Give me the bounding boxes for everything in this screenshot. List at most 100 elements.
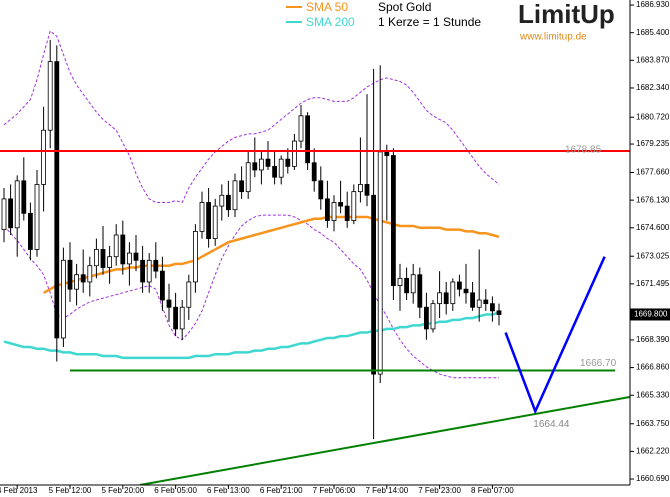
x-tick-label: 5 Feb 12:00 — [49, 486, 92, 495]
candle-body — [87, 265, 93, 283]
candle-body — [417, 274, 423, 308]
last-price-box — [630, 308, 670, 321]
candle-body — [41, 129, 46, 185]
y-tick-label: 1682.340 — [636, 83, 670, 92]
candle-body — [397, 277, 403, 286]
candle-body — [357, 184, 363, 193]
legend-label: SMA 50 — [306, 0, 348, 14]
candle-body — [410, 274, 416, 294]
candle-body — [291, 140, 297, 167]
candle-body — [192, 230, 198, 283]
candle-body — [245, 162, 251, 193]
y-tick-label: 1685.400 — [636, 28, 670, 37]
resistance-label: 1678.85 — [565, 145, 602, 156]
candle-body — [324, 198, 330, 221]
y-tick-label: 1666.860 — [636, 363, 670, 372]
candle-body — [272, 165, 278, 178]
candle-body — [113, 234, 119, 258]
candle-body — [54, 61, 60, 339]
candle-body — [450, 281, 456, 305]
candle-body — [67, 259, 73, 290]
y-tick-label: 1676.130 — [636, 195, 670, 204]
y-tick-label: 1686.930 — [636, 0, 670, 9]
candle-body — [27, 212, 33, 250]
y-tick-label: 1662.220 — [636, 447, 670, 456]
y-tick-label: 1665.330 — [636, 390, 670, 399]
candle-body — [219, 194, 225, 207]
sma-line — [42, 215, 500, 294]
y-tick-label: 1683.870 — [636, 55, 670, 64]
candle-body — [94, 249, 99, 267]
x-tick-label: 6 Feb 13:00 — [207, 486, 250, 495]
candle-body — [351, 191, 357, 221]
y-tick-label: 1671.495 — [636, 279, 670, 288]
x-tick-label: 4 Feb 2013 — [0, 486, 38, 495]
candle-body — [318, 180, 324, 200]
candle-body — [1, 198, 7, 230]
projection-label: 1664.44 — [533, 419, 570, 430]
candle-body — [186, 281, 192, 308]
candle-body — [34, 184, 40, 250]
logo-url: www.limitup.de — [519, 32, 587, 43]
candle-body — [140, 259, 146, 283]
candle-body — [470, 292, 476, 308]
candle-body — [483, 299, 489, 305]
candle-body — [107, 256, 112, 268]
candle-body — [206, 202, 212, 240]
candle-body — [61, 259, 66, 339]
logo: LimitUp — [518, 0, 615, 29]
candle-body — [159, 270, 165, 301]
candle-body — [331, 202, 337, 221]
candle-body — [239, 180, 245, 193]
candle-body — [489, 303, 495, 312]
candle-body — [153, 259, 159, 272]
candle-body — [437, 292, 443, 305]
chart-title: Spot Gold — [378, 0, 431, 14]
candle-body — [232, 180, 238, 211]
x-tick-label: 6 Feb 21:00 — [260, 486, 303, 495]
last-price-label: 1669.800 — [634, 310, 668, 319]
x-tick-label: 7 Feb 06:00 — [313, 486, 356, 495]
candle-body — [496, 310, 502, 315]
candle-body — [377, 151, 383, 375]
candle-body — [47, 61, 53, 131]
candle-body — [430, 303, 436, 330]
candle-body — [476, 299, 482, 308]
y-tick-label: 1677.660 — [636, 168, 670, 177]
chart-subtitle: 1 Kerze = 1 Stunde — [378, 15, 481, 29]
candle-body — [212, 205, 218, 240]
support-label: 1666.70 — [580, 358, 617, 369]
y-tick-label: 1663.750 — [636, 419, 670, 428]
band-lower — [3, 214, 499, 379]
x-tick-label: 5 Feb 20:00 — [101, 486, 144, 495]
candle-body — [384, 151, 390, 156]
candle-body — [179, 306, 185, 330]
candle-body — [100, 249, 106, 268]
candle-body — [146, 259, 152, 283]
candle-body — [74, 274, 79, 290]
candle-body — [298, 115, 304, 142]
candle-body — [311, 162, 317, 182]
legend-label: SMA 200 — [306, 15, 355, 29]
candle-body — [443, 292, 449, 305]
candle-body — [199, 202, 205, 232]
candle-body — [120, 234, 126, 265]
band-upper — [3, 30, 500, 204]
projection-path — [504, 256, 606, 415]
candle-body — [390, 155, 396, 286]
trendline — [139, 396, 630, 485]
candle-body — [133, 252, 139, 261]
candle-body — [285, 158, 291, 167]
y-tick-label: 1680.720 — [636, 112, 670, 121]
candle-body — [344, 205, 350, 221]
plot-area: 1678.85 1666.70 1664.44 — [0, 30, 630, 485]
candle-body — [364, 184, 370, 196]
candle-body — [8, 198, 14, 229]
x-tick-label: 8 Feb 07:00 — [471, 486, 514, 495]
sma-line — [3, 311, 500, 360]
candle-body — [423, 306, 429, 330]
candle-body — [173, 306, 179, 330]
candle-body — [305, 115, 311, 164]
y-tick-label: 1674.600 — [636, 223, 670, 232]
